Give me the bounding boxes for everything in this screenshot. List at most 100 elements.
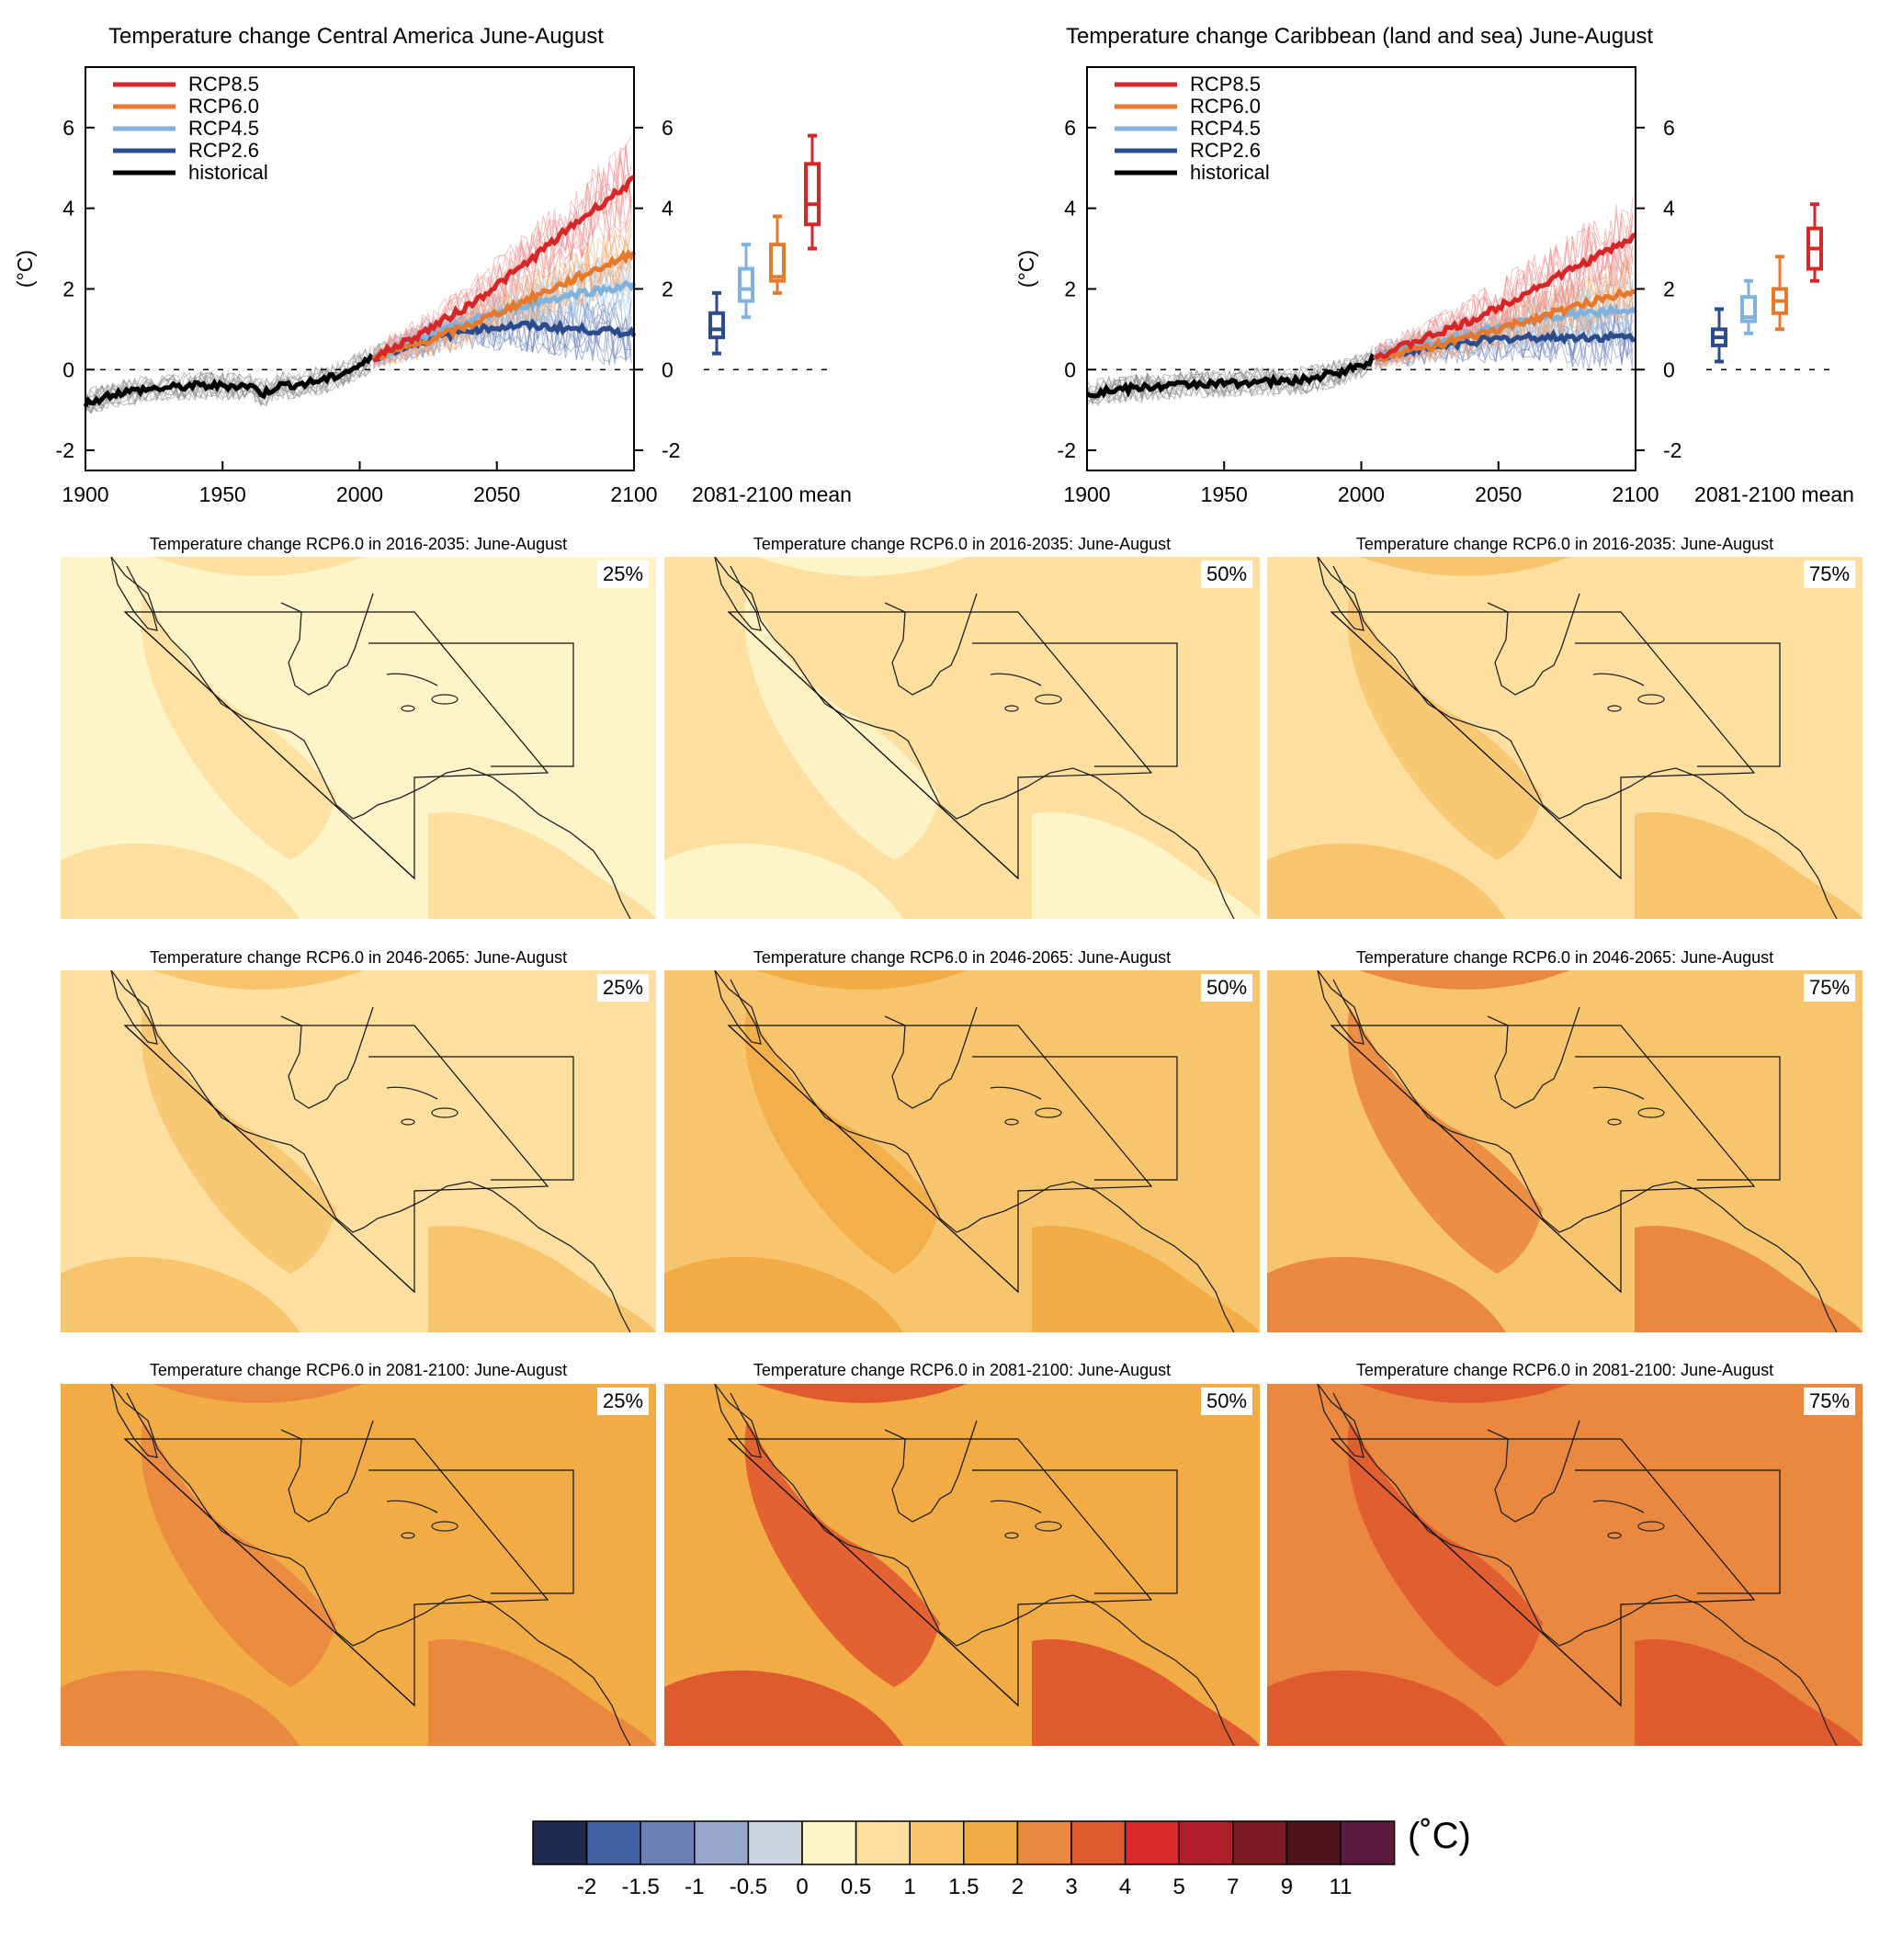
map-island-hispaniola — [431, 1107, 459, 1118]
legend-label-historical: historical — [1190, 161, 1270, 184]
map-coastline — [884, 593, 978, 696]
colorbar-swatch — [585, 1820, 641, 1865]
map-title: Temperature change RCP6.0 in 2081-2100: … — [753, 1361, 1172, 1379]
colorbar-swatch — [909, 1820, 965, 1865]
chart-title-caribbean: Temperature change Caribbean (land and s… — [1066, 24, 1654, 49]
region-box-edge — [1330, 611, 1622, 879]
boxplot-RCP8.5 — [804, 133, 821, 251]
map-island-cuba — [386, 1086, 438, 1100]
map-contour-patch — [153, 970, 364, 990]
colorbar-swatch — [801, 1820, 857, 1865]
map-contour-patch — [141, 1007, 336, 1274]
map-contour-patch — [1635, 812, 1863, 919]
x-tick-label: 2100 — [610, 482, 657, 506]
colorbar-swatch — [1070, 1820, 1127, 1865]
legend-label-RCP4.5: RCP4.5 — [1190, 117, 1261, 140]
map-coastline — [110, 970, 158, 1045]
colorbar-tick-label: 9 — [1281, 1875, 1293, 1899]
map-island-hispaniola — [1637, 1107, 1665, 1118]
series-line-historical — [1085, 353, 1376, 399]
colorbar-swatch — [1285, 1820, 1342, 1865]
map-coastline — [714, 970, 762, 1045]
map-title: Temperature change RCP6.0 in 2046-2065: … — [753, 948, 1172, 967]
legend-label-RCP6.0: RCP6.0 — [1190, 95, 1261, 118]
map-island-cuba — [990, 1500, 1042, 1513]
x-tick-label: 1950 — [199, 482, 246, 506]
boxplot-box — [738, 266, 754, 303]
boxplot-label: 2081-2100 mean — [692, 482, 852, 506]
right-y-tick-label: 2 — [1663, 277, 1675, 300]
legend-label-RCP6.0: RCP6.0 — [188, 95, 259, 118]
map-coastline — [714, 557, 1235, 919]
y-tick-label: 2 — [62, 277, 74, 300]
colorbar-swatch — [963, 1820, 1019, 1865]
boxplot-RCP2.6 — [1711, 307, 1727, 364]
colorbar-swatch — [1232, 1820, 1288, 1865]
percentile-label: 50% — [1201, 561, 1253, 588]
region-box-edge — [1330, 1438, 1622, 1706]
colorbar-tick-label: 2 — [1012, 1875, 1024, 1899]
x-tick-label: 2000 — [1338, 482, 1385, 506]
boxplot-box — [1740, 295, 1757, 323]
percentile-label: 25% — [597, 561, 650, 588]
map-panel — [1267, 970, 1863, 1332]
colorbar-tick-label: 1.5 — [948, 1875, 979, 1899]
map-contour-patch — [1267, 1256, 1506, 1332]
map-island-jamaica — [1607, 705, 1622, 712]
map-coastline — [714, 970, 1235, 1332]
timeseries-panel-0: 1900 1950 2000 2050 2100-20246-20246(°C)2081… — [13, 66, 852, 506]
map-coastline — [1317, 970, 1838, 1332]
region-box-caribbean — [368, 1056, 574, 1181]
map-panel — [664, 970, 1260, 1332]
map-coastline — [280, 593, 374, 696]
colorbar-unit: (˚C) — [1408, 1816, 1471, 1856]
x-tick-label: 2100 — [1612, 482, 1659, 506]
map-contour-patch — [744, 594, 940, 860]
map-island-jamaica — [1607, 1532, 1622, 1539]
map-island-cuba — [386, 1500, 438, 1513]
map-contour-patch — [664, 843, 903, 919]
map-panel — [1267, 557, 1863, 919]
map-island-hispaniola — [1637, 1521, 1665, 1532]
map-island-cuba — [386, 673, 438, 686]
colorbar-tick-label: 3 — [1065, 1875, 1077, 1899]
map-coastline — [110, 557, 631, 919]
map-contour-patch — [1359, 557, 1570, 576]
map-coastline — [714, 1384, 762, 1458]
map-island-cuba — [990, 1086, 1042, 1100]
region-box-edge — [124, 1438, 415, 1706]
boxplot-RCP4.5 — [1740, 278, 1757, 335]
map-coastline — [110, 1384, 158, 1458]
map-coastline — [1317, 970, 1364, 1045]
region-box-caribbean — [972, 642, 1178, 767]
map-contour-patch — [1635, 1226, 1863, 1332]
map-island-cuba — [1592, 673, 1645, 686]
right-y-tick-label: 4 — [662, 197, 674, 221]
right-y-tick-label: 2 — [662, 277, 674, 300]
map-coastline — [1487, 593, 1580, 696]
map-contour-patch — [1032, 1226, 1260, 1332]
timeseries-charts: 1900 1950 2000 2050 2100-20246-20246(°C)2081… — [13, 66, 1854, 506]
map-coastline — [884, 1420, 978, 1523]
percentile-label: 50% — [1201, 974, 1253, 1002]
x-tick-label: 2050 — [1475, 482, 1522, 506]
map-coastline — [1487, 1420, 1580, 1523]
boxplot-RCP6.0 — [1772, 255, 1788, 332]
region-box-caribbean — [1575, 1056, 1781, 1181]
map-panel — [61, 1384, 656, 1746]
map-coastline — [1317, 1384, 1364, 1458]
region-box-edge — [728, 1438, 1019, 1706]
map-coastline — [110, 970, 631, 1332]
colorbar-tick-label: -2 — [577, 1875, 596, 1899]
map-contour-patch — [1347, 1007, 1543, 1274]
map-title: Temperature change RCP6.0 in 2016-2035: … — [1355, 535, 1774, 553]
region-box-caribbean — [1575, 642, 1781, 767]
map-contour-patch — [756, 970, 968, 990]
right-y-tick-label: 6 — [662, 116, 674, 140]
legend-label-historical: historical — [188, 161, 268, 184]
right-y-tick-label: 6 — [1663, 116, 1675, 140]
colorbar-swatch — [1124, 1820, 1180, 1865]
y-tick-label: -2 — [56, 438, 74, 462]
map-island-jamaica — [401, 1118, 415, 1126]
map-island-cuba — [990, 673, 1042, 686]
